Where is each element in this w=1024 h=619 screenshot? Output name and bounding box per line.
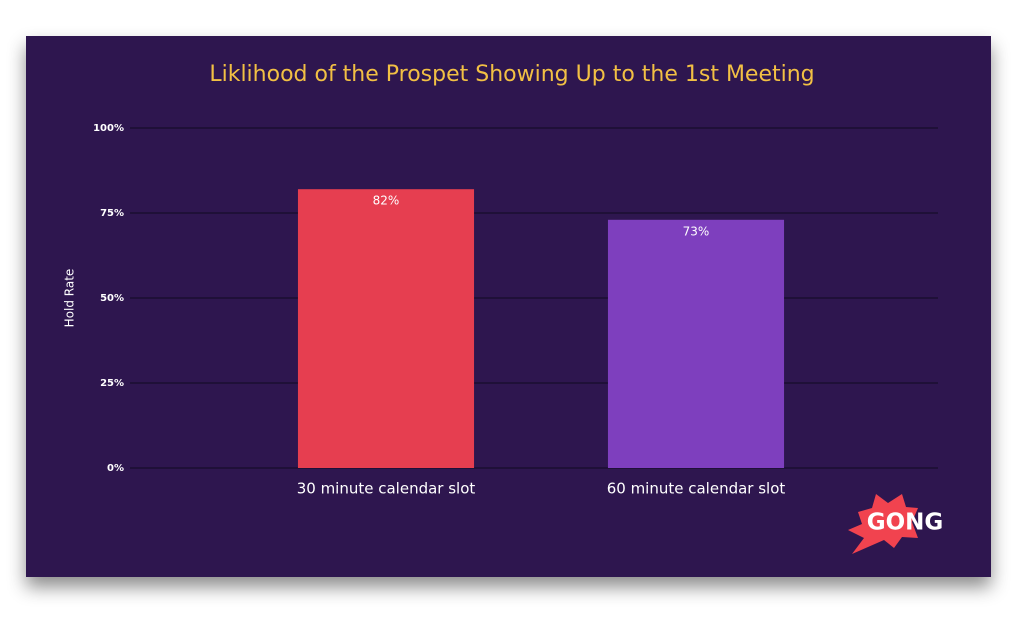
value-label: 73% — [683, 224, 710, 238]
x-tick-label: 30 minute calendar slot — [297, 480, 476, 498]
y-tick-label: 0% — [107, 463, 124, 474]
bar — [607, 219, 785, 468]
y-tick-label: 50% — [100, 293, 124, 304]
x-tick-label: 60 minute calendar slot — [607, 480, 786, 498]
y-tick-label: 100% — [93, 123, 124, 134]
logo-burst — [848, 494, 918, 554]
chart-title: Liklihood of the Prospet Showing Up to t… — [209, 62, 814, 87]
bar — [297, 189, 475, 468]
value-label: 82% — [373, 194, 400, 208]
y-tick-label: 25% — [100, 378, 124, 389]
y-tick-label: 75% — [100, 208, 124, 219]
y-axis-label: Hold Rate — [63, 269, 77, 328]
logo-text: GONG — [867, 510, 944, 536]
panel — [26, 36, 991, 577]
logo: GONG — [848, 494, 943, 554]
